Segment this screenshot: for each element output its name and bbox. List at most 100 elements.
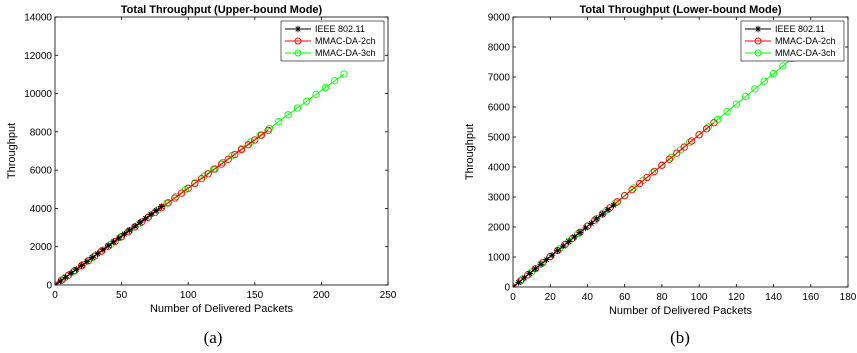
data-point [265, 124, 274, 133]
series-layer [513, 54, 796, 287]
y-tick-label: 8000 [30, 127, 53, 138]
legend-entry: MMAC-DA-2ch [285, 36, 376, 46]
data-point [630, 184, 638, 192]
data-point [769, 69, 778, 78]
data-point [257, 131, 266, 139]
data-point [99, 246, 107, 253]
x-tick-label: 40 [582, 292, 594, 303]
x-tick-label: 160 [802, 292, 819, 303]
x-tick-label: 200 [313, 290, 330, 301]
x-tick-label: 150 [246, 290, 263, 301]
data-point [147, 211, 155, 218]
x-tick-label: 60 [619, 292, 631, 303]
chart-panel-a: Total Throughput (Upper-bound Mode) 0 50 10… [6, 4, 397, 347]
data-point [526, 270, 533, 277]
data-point [58, 276, 66, 284]
y-axis-label: Throughput [464, 124, 476, 180]
y-tick-label: 14000 [24, 13, 52, 24]
series-layer [55, 70, 348, 285]
legend-entry: MMAC-DA-3ch [745, 48, 836, 58]
y-tick-label: 2000 [488, 223, 511, 234]
data-point [565, 238, 573, 245]
data-point [331, 77, 339, 85]
y-tick-label: 7000 [488, 73, 511, 84]
data-point [680, 143, 688, 151]
x-axis-label: Number of Delivered Packets [150, 303, 294, 315]
y-tick-label: 3000 [488, 193, 511, 204]
figure-caption: (a) [204, 328, 223, 347]
data-point [628, 186, 636, 194]
legend-label: IEEE 802.11 [315, 24, 365, 34]
data-point [137, 219, 144, 226]
y-tick-label: 8000 [488, 43, 511, 54]
data-point [105, 242, 112, 249]
data-point [126, 226, 133, 234]
legend-label: IEEE 802.11 [775, 24, 825, 34]
data-point [751, 85, 759, 93]
chart-panel-b: Total Throughput (Lower-bound Mode) 0 20 40… [464, 4, 857, 347]
x-tick-label: 180 [840, 292, 857, 303]
y-tick-label: 10000 [24, 89, 52, 100]
data-point [515, 279, 522, 286]
data-point [576, 229, 584, 236]
data-point [251, 136, 259, 144]
data-point [191, 179, 199, 188]
data-point [219, 158, 227, 167]
legend-marker [754, 49, 762, 57]
data-point [83, 258, 91, 265]
data-point [94, 250, 101, 257]
data-point [658, 161, 666, 169]
legend-marker [754, 25, 762, 33]
data-point [217, 160, 226, 168]
x-tick-label: 140 [765, 292, 782, 303]
data-point [604, 206, 612, 213]
data-point [91, 252, 99, 260]
data-point [224, 155, 232, 163]
y-tick-label: 9000 [488, 13, 511, 24]
y-tick-label: 4000 [30, 204, 53, 215]
data-point [571, 233, 578, 241]
data-point [116, 233, 124, 241]
x-tick-label: 120 [728, 292, 745, 303]
data-point [73, 266, 80, 273]
data-point [172, 192, 180, 201]
data-point [695, 131, 703, 139]
data-point [537, 261, 545, 268]
data-point [121, 230, 128, 238]
legend-label: MMAC-DA-2ch [315, 36, 376, 46]
data-point [115, 234, 123, 242]
legend-entry: IEEE 802.11 [285, 24, 365, 34]
x-tick-label: 250 [380, 290, 397, 301]
legend-marker [294, 25, 302, 33]
data-point [543, 256, 550, 263]
legend-entry: MMAC-DA-2ch [745, 36, 836, 46]
data-point [89, 254, 96, 261]
data-point [741, 92, 750, 101]
data-point [55, 281, 59, 285]
y-tick-label: 0 [46, 281, 52, 292]
y-tick-label: 6000 [488, 103, 511, 114]
data-point [211, 165, 219, 173]
y-tick-label: 5000 [488, 133, 511, 144]
data-point [312, 90, 320, 99]
data-point [686, 138, 694, 146]
data-point [732, 100, 740, 108]
legend-label: MMAC-DA-3ch [315, 48, 376, 58]
data-point [779, 62, 787, 70]
y-tick-label: 4000 [488, 163, 511, 174]
figure-caption: (b) [670, 328, 690, 347]
data-point [665, 155, 673, 163]
data-point [158, 203, 165, 210]
data-point [153, 207, 160, 214]
data-point [57, 277, 64, 285]
data-point [142, 215, 149, 222]
data-point [171, 194, 179, 202]
data-point [650, 167, 659, 176]
data-point [760, 77, 768, 85]
data-point [204, 170, 212, 178]
data-point [643, 173, 651, 182]
series-ieee-802-11 [513, 201, 617, 287]
data-point [704, 123, 713, 131]
data-point [548, 251, 556, 259]
